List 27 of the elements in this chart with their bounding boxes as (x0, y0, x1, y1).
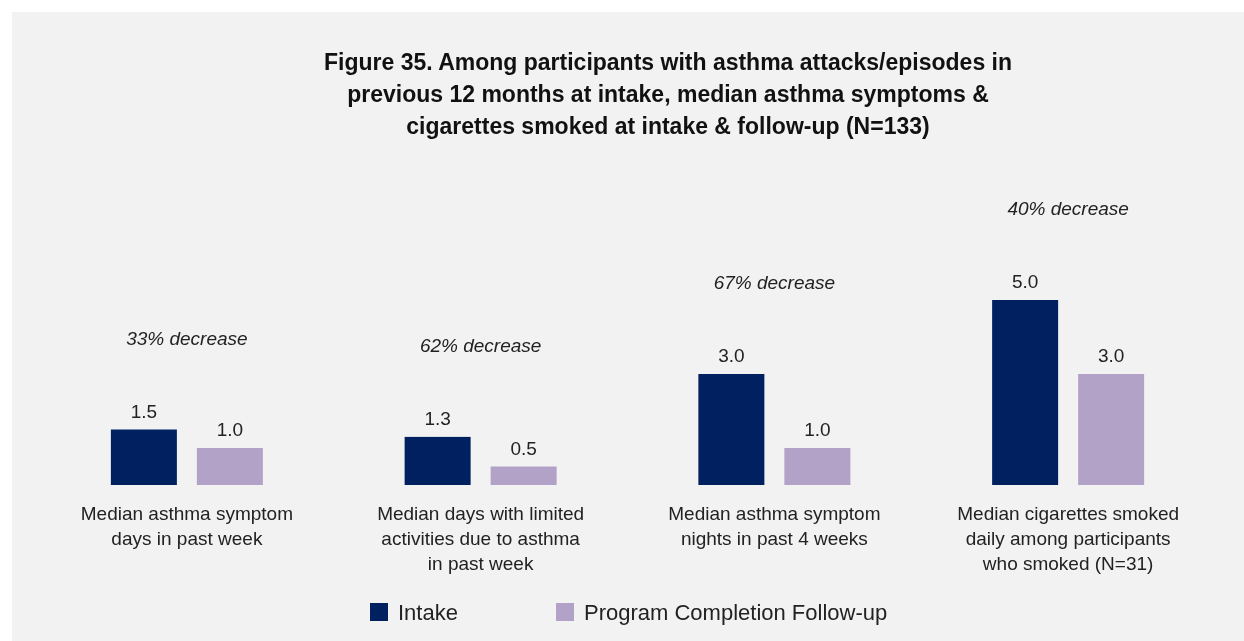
text: 67% decrease (713, 272, 836, 293)
x-tick-label: Median cigarettes smoked daily among participants who smoked (N=31) (957, 503, 1180, 574)
data-label: 1.5 (130, 400, 158, 422)
bar (1078, 374, 1145, 485)
bar (992, 300, 1059, 485)
data-label: 1.0 (804, 419, 831, 440)
bar (698, 374, 765, 485)
data-label: 1.0 (216, 419, 244, 440)
data-label: 1.3 (424, 407, 451, 429)
data-label: 0.5 (510, 437, 537, 459)
bar (490, 466, 557, 485)
text: 40% decrease (1007, 198, 1129, 219)
legend-label: Intake (398, 600, 458, 625)
data-label: 5.0 (1011, 271, 1039, 292)
x-tick-label: Median days with limited activities due to asthma in past week (377, 503, 585, 574)
bar (196, 448, 263, 485)
bar (784, 448, 851, 485)
bar (110, 429, 177, 485)
annotation: 62% decrease (419, 334, 542, 356)
x-tick-label: Median asthma symptom days in past week (80, 503, 293, 549)
legend-label: Program Completion Follow-up (584, 600, 888, 625)
data-label: 3.0 (1097, 345, 1125, 366)
x-tick-label: Median asthma symptom nights in past 4 weeks (668, 503, 881, 549)
data-label: 3.0 (718, 345, 745, 366)
annotation: 33% decrease (126, 327, 248, 349)
chart-title: Figure 35. Among participants with asthma attacks/episodes in previous 12 months at intake, median asthma symptoms & cigarettes smoked at intake & follow-up (N=133) (323, 49, 1013, 139)
bar (404, 436, 471, 485)
